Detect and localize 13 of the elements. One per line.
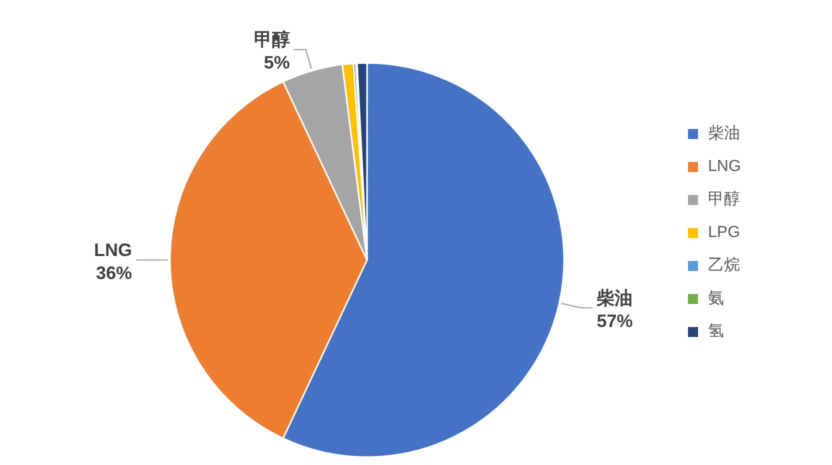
slice-label: 甲醇 (254, 30, 290, 50)
data-label: 36% (96, 263, 132, 283)
legend-label: 甲醇 (708, 190, 740, 210)
legend-label: LPG (708, 224, 740, 242)
legend-label: LNG (708, 158, 741, 176)
data-label: 57% (596, 310, 633, 331)
legend-label: 氨 (708, 289, 724, 309)
legend-label: 氢 (708, 322, 724, 342)
legend-label: 柴油 (708, 124, 740, 144)
slice-label: LNG (94, 240, 132, 260)
data-label: 5% (264, 52, 290, 73)
legend-label: 乙烷 (708, 256, 740, 276)
slice-label: 柴油 (596, 288, 633, 308)
